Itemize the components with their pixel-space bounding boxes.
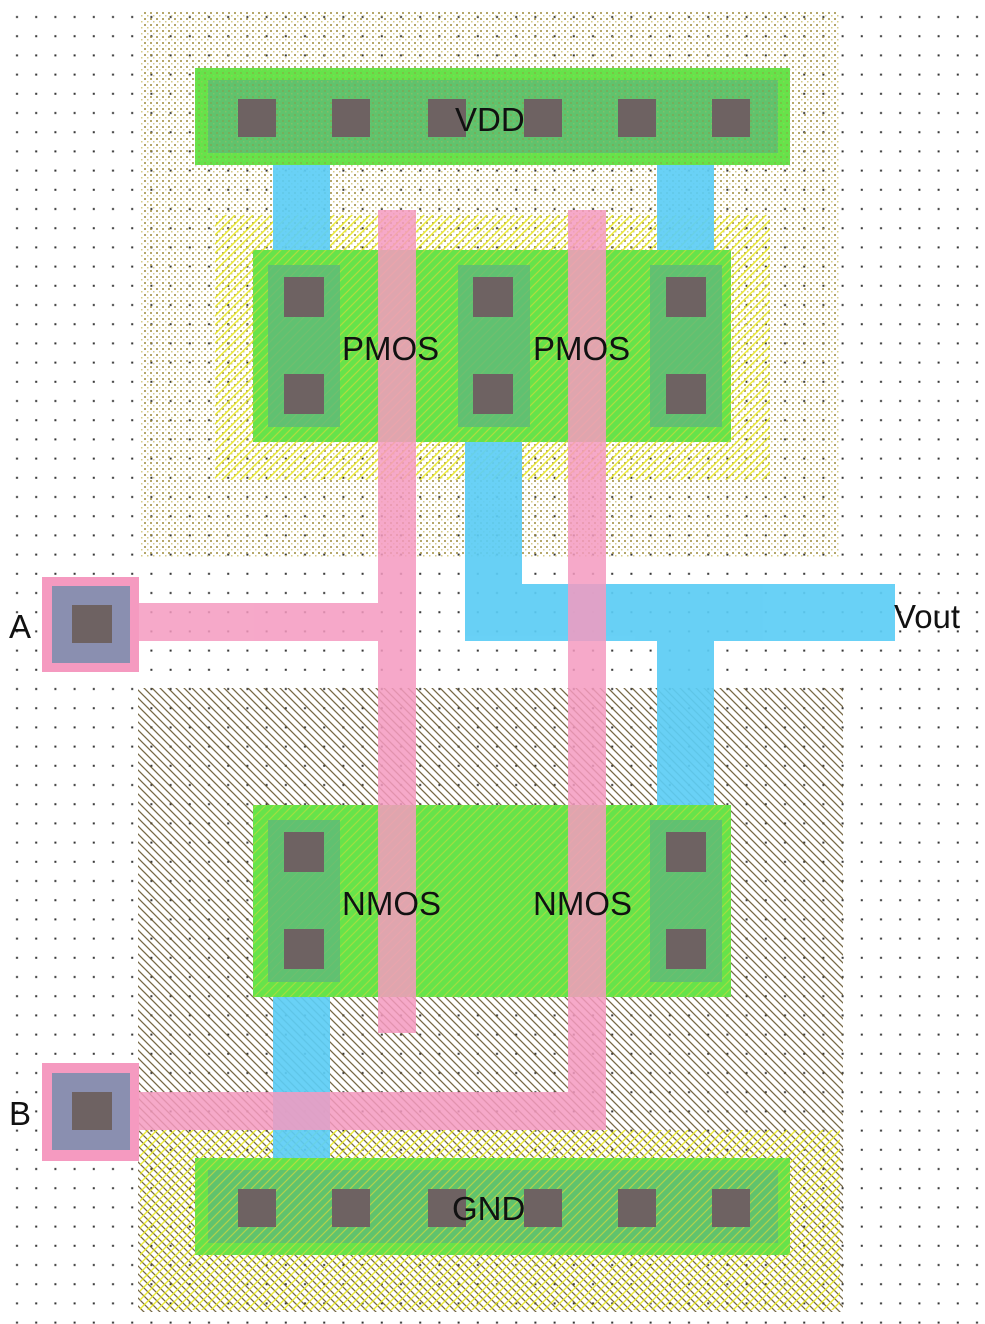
input-b-pad[interactable]: [42, 1063, 139, 1161]
nmos-right-label: NMOS: [533, 885, 632, 922]
gnd-label: GND: [452, 1190, 525, 1227]
vdd-label: VDD: [455, 101, 525, 138]
vdd-rail: [195, 68, 790, 165]
nmos-diffusion: [253, 805, 731, 997]
gnd-rail: [195, 1158, 790, 1255]
pmos-left-label: PMOS: [342, 330, 439, 367]
input-b-label: B: [9, 1095, 31, 1132]
contacts: [238, 99, 750, 1227]
nmos-left-label: NMOS: [342, 885, 441, 922]
pmos-right-label: PMOS: [533, 330, 630, 367]
input-a-label: A: [9, 608, 31, 645]
metal1-layer: [273, 160, 895, 1165]
output-label: Vout: [894, 598, 960, 635]
poly-layer: [135, 210, 606, 1130]
input-a-pad[interactable]: [42, 577, 139, 672]
